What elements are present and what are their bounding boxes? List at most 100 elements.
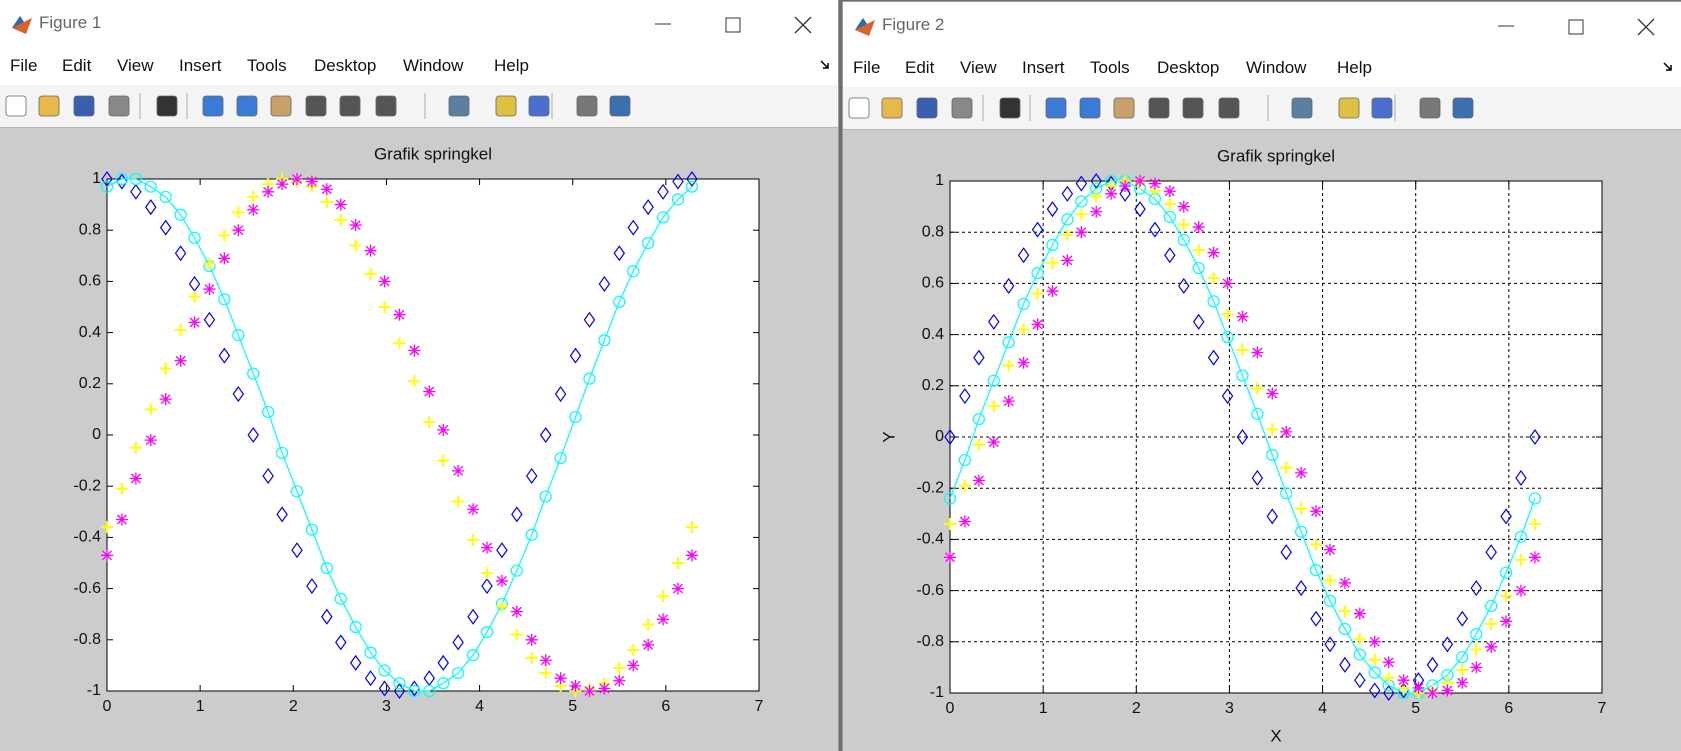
menu-item[interactable]: Edit [905,58,935,77]
data-point [1280,425,1293,438]
toolbar-button[interactable] [375,95,397,117]
toolbar-button[interactable] [999,97,1021,119]
toolbar-button[interactable] [848,97,870,119]
menu-item[interactable]: Window [1246,58,1307,77]
data-point [1134,201,1146,218]
data-point [203,257,216,270]
toolbar-button[interactable] [1419,97,1441,119]
toolbar-button[interactable] [881,97,903,119]
menu-item[interactable]: Insert [1022,58,1065,77]
toolbar-button[interactable] [1371,97,1393,119]
data-point [1164,247,1176,264]
x-tick-label: 4 [1318,700,1327,717]
maximize-button[interactable] [1568,19,1584,35]
toolbar-button[interactable] [528,95,550,117]
data-point [1412,681,1425,694]
data-point [291,542,303,559]
close-button[interactable] [1637,18,1655,36]
data-point [437,654,449,671]
toolbar-button[interactable] [1113,97,1135,119]
data-point [656,211,670,224]
chart: Grafik springkel 0 1 2 3 4 5 6 7 -1 -0.8 -0.6 -0.4 -0… [73,144,763,715]
data-point [1470,580,1482,597]
toolbar-button[interactable] [1148,97,1170,119]
toolbar-button[interactable] [339,95,361,117]
toolbar-button[interactable] [609,95,631,117]
toolbar-button[interactable] [1079,97,1101,119]
data-point [1178,277,1190,294]
toolbar-button[interactable] [1182,97,1204,119]
close-button[interactable] [794,16,812,34]
data-point [1017,323,1030,336]
data-point [1470,628,1483,641]
toolbar [843,87,1681,130]
toolbar-button[interactable] [73,95,95,117]
toolbar-button[interactable] [916,97,938,119]
menu-item[interactable]: Help [1337,58,1372,77]
data-point [943,492,957,505]
data-point [467,533,480,546]
data-point [1280,461,1293,474]
toolbar-button[interactable] [38,95,60,117]
data-point [1148,177,1161,190]
toolbar-button[interactable] [1452,97,1474,119]
data-point [627,644,640,657]
data-point [685,521,698,534]
menu-item[interactable]: Tools [247,56,287,75]
app-icon [855,18,875,36]
toolbar-button[interactable] [270,95,292,117]
menu-item[interactable]: File [10,56,38,75]
menu-item[interactable]: View [117,56,154,75]
toolbar-button[interactable] [495,95,517,117]
menu-item[interactable]: Insert [179,56,222,75]
data-point [583,311,596,328]
data-point [1309,564,1323,577]
toolbar-button[interactable] [156,95,178,117]
y-tick-label: 0.6 [922,275,944,292]
menu-item[interactable]: Window [403,56,464,75]
data-point [1002,277,1015,294]
maximize-button[interactable] [725,17,741,33]
chart-title: Grafik springkel [1217,146,1335,165]
toolbar-button[interactable] [305,95,327,117]
data-point [262,405,275,419]
toolbar-button[interactable] [1338,97,1360,119]
toolbar-button[interactable] [576,95,598,117]
menu-item[interactable]: Desktop [1157,58,1220,77]
toolbar-button[interactable] [951,97,973,119]
toolbar-button[interactable] [5,95,27,117]
toolbar-button[interactable] [1218,97,1240,119]
toolbar-button[interactable] [1045,97,1067,119]
data-point [100,180,114,193]
data-point [1061,228,1074,241]
y-tick-label: -1 [87,682,101,699]
data-point [174,354,187,367]
chart-title: Grafik springkel [374,144,492,163]
data-point [306,578,318,595]
data-point [1295,525,1308,538]
menu-item[interactable]: Edit [62,56,92,75]
data-point [1090,205,1103,218]
data-point [510,605,523,618]
toolbar-button[interactable] [202,95,224,117]
y-tick-label: 0.4 [922,326,944,343]
data-point [1192,244,1205,257]
toolbar-button[interactable] [1291,97,1313,119]
window-title: Figure 2 [882,15,945,34]
data-point [320,562,333,575]
x-axis-label: X [1270,726,1281,745]
data-point [1295,580,1307,597]
data-point [1075,195,1088,208]
menu-item[interactable]: Desktop [314,56,377,75]
x-tick-label: 7 [1598,700,1607,717]
data-point [364,244,377,257]
menu-item[interactable]: View [960,58,997,77]
data-point [188,290,201,303]
toolbar-button[interactable] [448,95,470,117]
menu-item[interactable]: Help [494,56,529,75]
toolbar-button[interactable] [108,95,130,117]
menu-item[interactable]: File [853,58,881,77]
menu-item[interactable]: Tools [1090,58,1130,77]
toolbar-button[interactable] [236,95,258,117]
